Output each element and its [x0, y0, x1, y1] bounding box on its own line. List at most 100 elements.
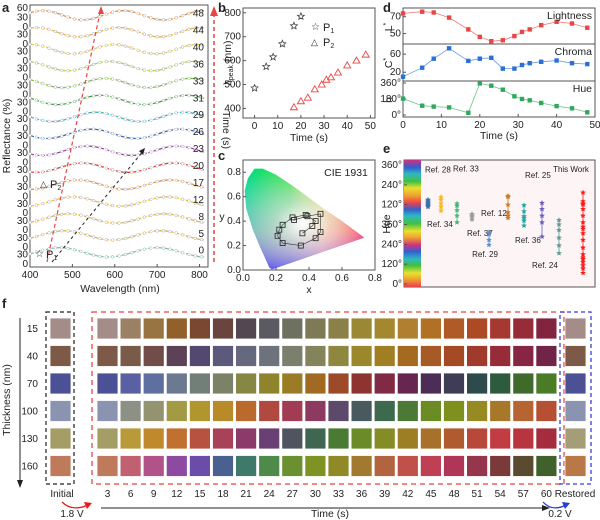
data-point: [104, 129, 108, 134]
hue-point: [446, 105, 452, 110]
data-point: [123, 62, 128, 66]
data-point: [104, 76, 108, 81]
x-tick-label: 0.8: [368, 273, 382, 284]
data-point: [149, 197, 153, 202]
data-point: [91, 62, 96, 67]
cie-point: [299, 230, 306, 237]
data-point: [168, 178, 172, 182]
data-point: [34, 9, 39, 13]
time-arrowhead-icon: [210, 6, 218, 16]
x-tick-label: 600: [106, 270, 123, 281]
data-point: [130, 251, 134, 255]
panel-d-lch-chart: 0 10 20 30 40 50 50 70 20 60 0° 180° 360° Lightness C…: [380, 7, 600, 142]
star-marker-icon: [521, 202, 527, 208]
data-point: [66, 229, 70, 233]
lightness-point: [477, 34, 482, 40]
data-point: [180, 144, 185, 149]
color-swatch: [212, 317, 234, 340]
data-point: [199, 9, 204, 13]
data-point: [53, 119, 58, 124]
panel-e-frame: [403, 159, 596, 288]
data-point: [47, 153, 51, 157]
data-point: [130, 136, 134, 140]
data-point: [123, 204, 128, 208]
thickness-label: 15: [27, 324, 39, 335]
cie-point: [289, 214, 296, 221]
data-point: [110, 255, 115, 259]
data-point: [72, 146, 77, 150]
data-point: [41, 81, 45, 86]
data-point: [161, 178, 166, 183]
color-swatch: [373, 345, 396, 367]
data-point: [110, 238, 115, 242]
panel-b-xlabel: Time (s): [290, 132, 328, 144]
data-point: [79, 35, 83, 39]
panel-f-xlabel: Time (s): [311, 508, 349, 520]
data-point: [193, 94, 197, 98]
star-marker-icon: [425, 196, 431, 203]
ref-label: Ref. 34: [427, 220, 453, 229]
data-point: [168, 161, 172, 165]
chroma-point: [466, 58, 471, 64]
data-point: [28, 77, 32, 82]
data-point: [47, 184, 51, 188]
initial-box: [45, 311, 75, 485]
data-point: [136, 84, 140, 89]
color-swatch: [489, 345, 512, 367]
data-point: [130, 235, 134, 239]
data-point: [136, 119, 140, 124]
data-point: [91, 16, 96, 21]
panel-b-ylabel: λpeak (nm): [222, 41, 235, 86]
data-point: [98, 200, 102, 205]
data-point: [123, 117, 128, 121]
data-point: [60, 86, 64, 90]
data-point: [72, 84, 77, 88]
data-point: [41, 186, 45, 190]
y-tick-label: 30: [17, 13, 29, 24]
color-swatch: [350, 372, 373, 395]
data-point: [85, 80, 89, 84]
data-point: [47, 46, 51, 50]
color-swatch: [419, 345, 442, 367]
time-column-label: 6: [128, 489, 134, 500]
color-swatch: [419, 317, 442, 340]
data-point: [79, 144, 83, 149]
data-point: [34, 61, 39, 65]
data-point: [161, 212, 166, 216]
hue-point: [431, 104, 436, 109]
data-point: [85, 127, 89, 132]
y-tick-label: 30: [17, 97, 29, 108]
color-swatch: [350, 400, 373, 422]
y-tick-label: 30: [17, 46, 29, 57]
color-swatch: [188, 345, 211, 367]
data-point: [28, 11, 32, 15]
color-swatch: [119, 345, 142, 367]
data-point: [174, 144, 178, 148]
lightness-point: [519, 29, 525, 35]
data-point: [142, 68, 147, 72]
data-point: [155, 35, 159, 39]
data-point: [98, 110, 102, 115]
star-marker-icon: [539, 200, 545, 206]
data-point: [193, 9, 197, 14]
color-swatch: [350, 345, 373, 367]
color-swatch: [96, 400, 119, 422]
data-point: [193, 183, 197, 187]
data-point: [34, 153, 39, 157]
data-point: [60, 32, 64, 36]
color-swatch: [535, 400, 558, 422]
restored-swatch: [564, 345, 587, 367]
data-point: [85, 34, 89, 38]
cie-point: [304, 213, 311, 220]
x-tick-label: 0: [252, 121, 258, 132]
data-point: [136, 153, 140, 157]
data-point: [72, 248, 77, 252]
p1-point: [296, 11, 306, 21]
data-point: [98, 164, 102, 168]
data-point: [123, 44, 128, 48]
star-marker-icon: [539, 233, 545, 239]
data-point: [110, 168, 115, 172]
y-tick-label: 30: [17, 165, 29, 176]
data-point: [28, 204, 32, 208]
